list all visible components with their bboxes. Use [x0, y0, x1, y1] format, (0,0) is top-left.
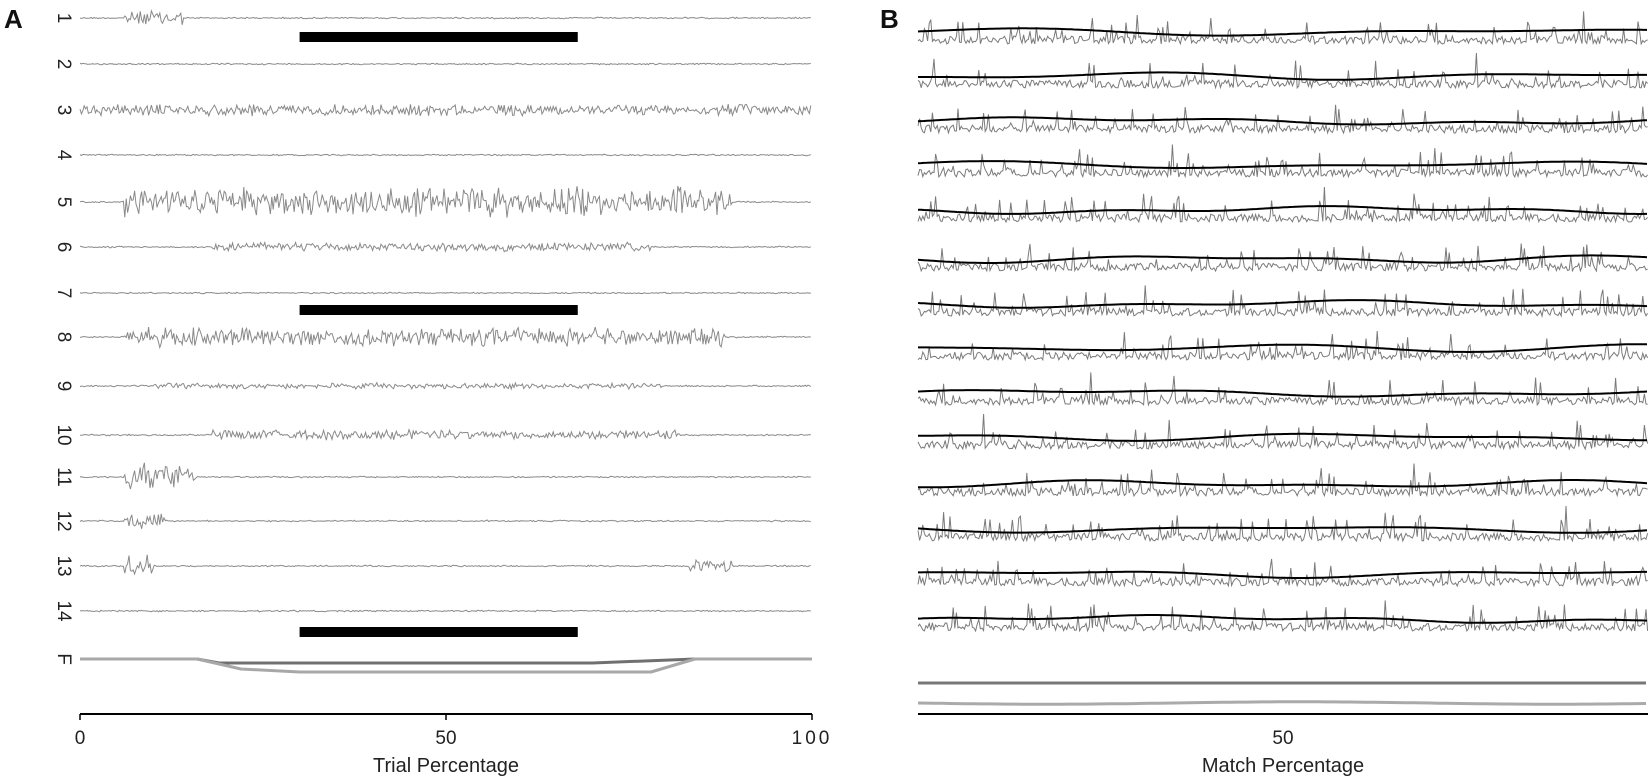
raw-trace-channel-9	[917, 372, 1648, 407]
smoothed-trace-channel-3	[917, 116, 1648, 126]
channel-label-5: 5	[53, 197, 74, 208]
force-traces	[917, 681, 1647, 706]
raw-trace-channel-6	[917, 243, 1648, 273]
smoothed-trace-channel-14	[917, 614, 1648, 624]
task-bar-2	[299, 305, 578, 315]
channel-label-11: 11	[53, 467, 74, 487]
raw-trace-channel-8	[917, 330, 1649, 362]
channel-label-f: F	[53, 653, 74, 665]
raw-trace-channel-3	[917, 104, 1648, 135]
smoothed-trace-channel-11	[918, 479, 1648, 489]
task-bars	[299, 32, 578, 637]
emg-trace-channel-3	[79, 103, 812, 118]
emg-trace-channel-8	[79, 326, 811, 350]
emg-trace-channel-10	[79, 428, 811, 442]
smoothed-trace-channel-13	[918, 570, 1647, 579]
channel-label-7: 7	[53, 288, 74, 299]
smoothed-trace-channel-8	[918, 343, 1647, 353]
emg-trace-channel-9	[79, 381, 812, 391]
raw-trace-channel-12	[917, 505, 1649, 543]
task-bar-3	[299, 627, 578, 637]
raw-trace-channel-10	[917, 413, 1649, 451]
emg-trace-channel-12	[79, 513, 811, 529]
channel-label-10: 10	[53, 424, 74, 445]
emg-trace-channel-7	[79, 291, 811, 295]
smoothed-trace-channel-9	[917, 389, 1648, 398]
x-axis-title: Match Percentage	[1202, 755, 1364, 777]
x-tick-label-50: 50	[1272, 728, 1293, 749]
x-tick-label-50: 50	[435, 728, 456, 749]
channel-label-1: 1	[53, 13, 74, 24]
panel-a-letter: A	[4, 4, 23, 34]
raw-trace-channel-11	[917, 463, 1648, 498]
raw-trace-channel-2	[917, 52, 1648, 90]
emg-trace-channel-11	[79, 462, 811, 490]
emg-trace-channel-2	[79, 62, 811, 66]
raw-trace-channel-14	[917, 600, 1649, 633]
x-axis-title: Trial Percentage	[373, 755, 519, 777]
x-tick-label-0: 0	[75, 728, 86, 749]
emg-traces	[79, 9, 812, 613]
smoothed-trace-channel-1	[917, 27, 1647, 37]
smoothed-trace-channel-4	[917, 160, 1648, 169]
smoothed-trace-channel-10	[918, 432, 1647, 442]
channel-label-14: 14	[53, 600, 74, 622]
channel-label-3: 3	[53, 105, 74, 116]
emg-trace-channel-5	[79, 185, 812, 218]
smoothed-trace-channel-2	[918, 71, 1647, 81]
raw-trace-channel-1	[917, 11, 1648, 46]
force-trace-2	[917, 700, 1647, 706]
smoothed-trace-channel-7	[917, 299, 1648, 309]
panel-b: B 50 Match Percentage	[880, 4, 1649, 777]
channel-label-9: 9	[53, 381, 74, 392]
x-tick-label-100: 100	[792, 728, 833, 749]
channel-label-13: 13	[53, 555, 74, 576]
emg-trace-channel-1	[80, 9, 811, 25]
raw-and-smoothed-traces	[917, 11, 1649, 633]
smoothed-trace-channel-5	[917, 205, 1647, 215]
emg-trace-channel-4	[79, 153, 811, 157]
smoothed-trace-channel-6	[917, 254, 1648, 264]
channel-label-12: 12	[53, 510, 74, 531]
smoothed-trace-channel-12	[917, 526, 1648, 534]
channel-label-8: 8	[53, 332, 74, 343]
channel-label-4: 4	[53, 150, 74, 161]
force-trace-2	[80, 657, 812, 674]
emg-trace-channel-14	[79, 609, 811, 613]
emg-trace-channel-6	[80, 240, 812, 253]
raw-trace-channel-5	[917, 186, 1648, 224]
channel-label-2: 2	[53, 59, 74, 70]
emg-trace-channel-13	[79, 554, 811, 576]
task-bar-1	[299, 32, 578, 42]
raw-trace-channel-4	[917, 144, 1648, 179]
channel-label-6: 6	[53, 242, 74, 253]
force-traces	[80, 657, 812, 674]
raw-trace-channel-7	[917, 285, 1649, 318]
panel-b-letter: B	[880, 4, 899, 34]
